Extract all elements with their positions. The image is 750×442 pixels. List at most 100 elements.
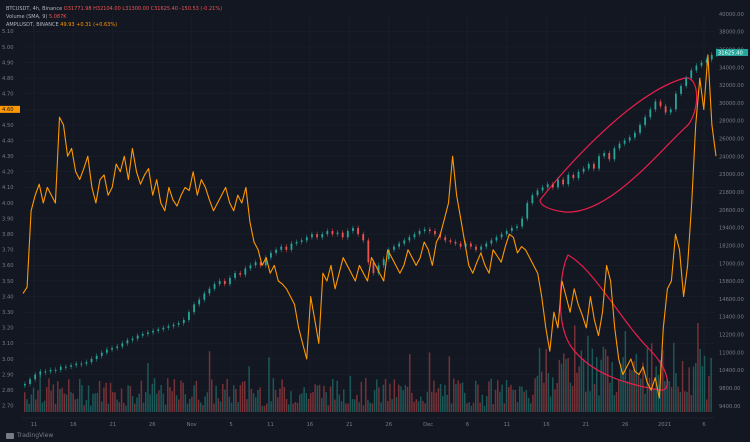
volume-bar [206,392,209,412]
candle-body [408,237,411,241]
volume-bar [450,403,453,412]
volume-bar [428,352,431,412]
time-axis[interactable]: 11 16 21 26 Nov 5 11 16 21 26 Dec 6 11 16 21 26 2021 6 [22,417,714,428]
volume-bar [701,366,704,412]
right-tick-label: 32000.00 [719,83,744,89]
volume-bar [444,384,446,412]
candle-body [80,363,83,365]
volume-bar [162,393,165,412]
volume-bar [96,392,99,412]
ampl-row: AMPLUSDT, BINANCE 49.93 +0.31 (+0.63%) [6,21,222,29]
candle-body [121,343,124,347]
volume-bar [615,392,618,412]
volume-bar [68,379,70,412]
left-tick-label: 3.40 [2,294,14,300]
volume-bar [618,379,620,412]
volume-bar [703,355,706,412]
volume-bar [629,368,631,412]
left-price-marker-label: 4.60 [2,107,14,113]
volume-bar [43,400,46,412]
volume-bar [666,378,668,412]
volume-bar [208,351,211,412]
candle-body [188,312,190,320]
right-tick-label: 26000.00 [719,137,744,143]
ampl-label[interactable]: AMPLUSDT, BINANCE [6,22,59,28]
volume-bar [426,391,429,412]
volume-bar [347,403,349,412]
volume-bar [664,381,666,412]
volume-bar [30,394,33,412]
left-tick-label: 4.70 [2,92,14,98]
volume-bar [708,376,710,412]
volume-bar [448,356,451,412]
candle-body [480,246,483,250]
volume-bar [589,391,591,412]
volume-bar [142,402,145,412]
candle-body [710,54,713,60]
candle-body [398,243,400,247]
volume-label[interactable]: Volume (SMA, 9) [6,14,48,20]
candle-body [259,262,262,266]
right-price-axis[interactable]: 40000.0038000.0036000.0034000.0032000.00… [716,12,748,410]
candle-body [326,231,329,235]
time-tick-label: 11 [267,422,274,428]
volume-bar [464,392,466,412]
left-price-axis[interactable]: 5.10 5.00 4.90 4.80 4.70 4.60 4.50 4.40 4.30 4.20… [0,29,20,410]
candle-body [449,240,452,242]
candle-body [382,259,385,266]
left-tick-label: 3.30 [2,310,14,316]
volume-bar [72,393,74,412]
time-tick-label: 6 [466,422,469,428]
volume-bar [90,405,92,412]
candle-body [172,324,175,327]
left-tick-label: 3.00 [2,357,14,363]
candle-body [70,365,72,367]
volume-bar [697,323,699,412]
candle-body [490,240,493,244]
volume-bar [442,396,444,412]
candle-body [444,237,447,241]
volume-bar [514,390,517,412]
volume-bar [378,387,380,412]
volume-bar [349,375,352,412]
volume-bar [523,391,525,412]
volume-bar [94,393,96,412]
volume-bar [525,390,528,412]
volume-bar [101,401,103,412]
candle-body [234,273,236,278]
right-tick-label: 21800.00 [719,190,744,196]
volume-bar [248,366,250,412]
volume-bar [611,362,613,412]
volume-bar [695,362,697,412]
volume-bar [547,373,550,412]
candle-body [372,262,375,274]
tradingview-logo[interactable]: TradingView [6,432,53,439]
symbol-label[interactable]: BTCUSDT, 4h, Binance [6,6,63,12]
left-tick-label: 3.20 [2,326,14,332]
candle-body [54,369,57,371]
volume-bar [175,395,178,412]
candle-body [669,109,672,113]
volume-bar [477,384,479,412]
volume-bar [532,394,534,412]
btc-candles [24,47,718,388]
volume-bar [74,399,77,412]
candle-body [557,179,559,188]
right-tick-label: 30000.00 [719,101,744,107]
volume-bar [98,380,101,412]
volume-bar [706,399,708,412]
volume-bar [512,389,514,412]
volume-bar [534,378,536,412]
volume-bar [602,346,605,412]
volume-bar [622,357,624,412]
volume-bar [237,402,239,412]
volume-bar [48,378,50,412]
time-tick-label: 5 [229,422,232,428]
volume-bar [651,343,653,412]
candle-body [377,265,380,274]
volume-bar [219,401,222,412]
candle-body [469,243,472,247]
volume-bar [116,399,118,412]
candle-body [295,241,298,244]
